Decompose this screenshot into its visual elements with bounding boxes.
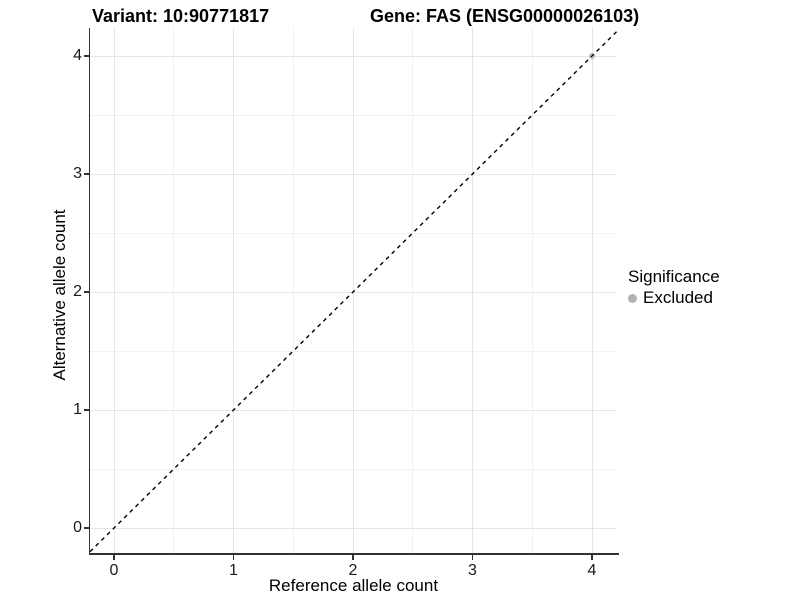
grid-major-v [233, 28, 234, 553]
x-tick-label: 2 [348, 562, 358, 579]
y-axis-line [88, 28, 90, 555]
variant-title: Variant: 10:90771817 [92, 6, 270, 26]
x-tick [113, 554, 115, 560]
grid-major-v [591, 28, 593, 553]
grid-major-v [352, 28, 354, 553]
grid-minor-v [412, 28, 414, 553]
grid-major-v [113, 28, 115, 553]
legend: Significance Excluded [628, 266, 720, 308]
y-tick-label: 3 [73, 165, 82, 182]
x-tick-label: 0 [109, 562, 119, 579]
x-axis-title: Reference allele count [268, 576, 439, 595]
grid-minor-h [90, 350, 617, 352]
grid-major-h [90, 55, 617, 57]
legend-item-label: Excluded [643, 288, 713, 307]
y-tick [83, 409, 89, 411]
y-tick [83, 291, 89, 293]
grid-major-v [472, 28, 473, 553]
grid-major-h [90, 173, 617, 175]
x-tick [591, 554, 593, 560]
grid-major-h [90, 409, 617, 411]
grid-minor-h [90, 232, 617, 234]
y-tick [83, 55, 89, 57]
gene-title: Gene: FAS (ENSG00000026103) [370, 6, 640, 26]
y-tick [83, 173, 89, 175]
x-tick-label: 1 [229, 562, 238, 579]
y-tick-label: 4 [73, 47, 82, 64]
y-tick-label: 0 [73, 519, 82, 536]
x-axis-line [88, 553, 619, 555]
chart-panel [90, 28, 617, 553]
y-tick-label: 1 [73, 401, 82, 418]
grid-minor-v [173, 28, 175, 553]
x-tick [232, 554, 235, 560]
grid-minor-h [90, 114, 617, 116]
grid-minor-v [531, 28, 533, 553]
x-tick [471, 554, 474, 560]
identity-dashed-line [90, 30, 617, 553]
legend-items: Excluded [628, 288, 720, 308]
grid-minor-h [90, 468, 617, 470]
legend-item-excluded: Excluded [628, 288, 720, 308]
x-tick [352, 554, 354, 560]
grid-major-h [90, 527, 617, 529]
legend-key-dot [628, 293, 637, 303]
y-tick [83, 527, 89, 529]
legend-title: Significance [628, 267, 720, 286]
y-tick-label: 2 [73, 283, 82, 300]
x-tick-label: 4 [587, 562, 597, 579]
y-axis-title: Alternative allele count [50, 209, 69, 381]
panel-overlay [90, 30, 617, 553]
x-tick-label: 3 [468, 562, 477, 579]
grid-minor-v [292, 28, 294, 553]
